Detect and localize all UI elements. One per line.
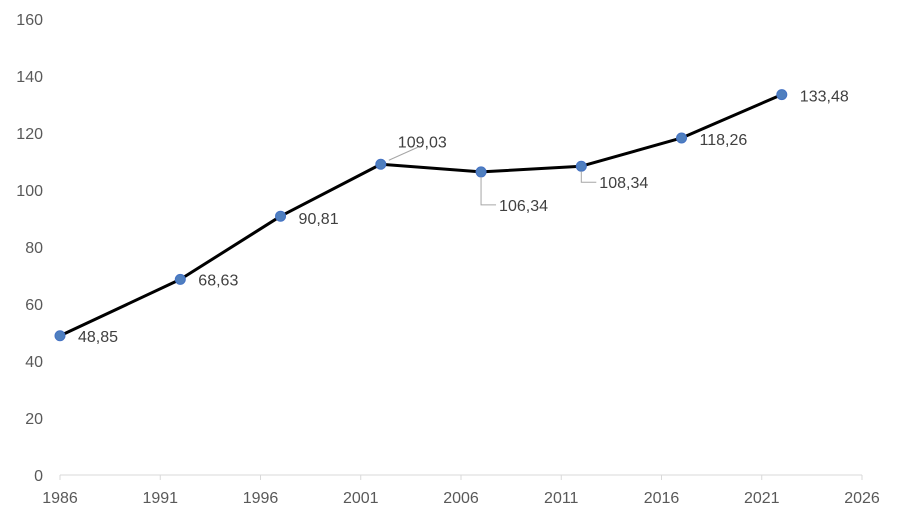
- data-label: 133,48: [800, 89, 849, 106]
- x-axis: 1986 1991 1996 2001 2006 2011 2016 2021 2026: [42, 474, 880, 507]
- y-tick-label: 140: [16, 69, 43, 86]
- series-line: [59, 93, 783, 338]
- data-label: 118,26: [700, 132, 748, 149]
- y-tick-label: 80: [25, 240, 43, 257]
- y-tick-label: 20: [25, 411, 43, 428]
- label-leader-line: [388, 146, 419, 161]
- data-point: [475, 166, 487, 178]
- x-tick-label: 2001: [343, 490, 379, 507]
- x-tick-label: 2026: [844, 490, 880, 507]
- y-axis-ticks: 0 20 40 60 80 100 120 140 160: [16, 12, 43, 485]
- x-tick-label: 2021: [744, 490, 780, 507]
- data-labels: 48,85 68,63 90,81 109,03 106,34 108,34 118,26 1…: [78, 89, 849, 346]
- x-tick-label: 2011: [544, 490, 579, 507]
- x-tick-label: 2006: [443, 490, 479, 507]
- label-leader-line: [580, 171, 597, 183]
- data-point: [676, 132, 688, 144]
- data-point: [275, 210, 287, 222]
- series-group: [54, 89, 788, 342]
- y-tick-label: 0: [34, 468, 43, 485]
- x-tick-label: 1991: [142, 490, 178, 507]
- data-point: [174, 273, 186, 285]
- x-tick-label: 2016: [644, 490, 680, 507]
- data-point: [54, 330, 66, 342]
- data-label: 48,85: [78, 329, 118, 346]
- y-tick-label: 120: [16, 126, 43, 143]
- y-tick-label: 160: [16, 12, 43, 29]
- data-point: [575, 160, 587, 172]
- y-tick-label: 100: [16, 183, 43, 200]
- data-label: 90,81: [299, 211, 339, 228]
- y-tick-label: 60: [25, 297, 43, 314]
- x-tick-label: 1986: [42, 490, 78, 507]
- label-leader-line: [480, 176, 497, 206]
- data-label: 109,03: [398, 134, 447, 151]
- data-label: 108,34: [599, 175, 648, 192]
- x-tick-label: 1996: [243, 490, 279, 507]
- y-tick-label: 40: [25, 354, 43, 371]
- data-point: [375, 158, 387, 170]
- data-label: 106,34: [499, 198, 548, 215]
- data-label: 68,63: [198, 272, 238, 289]
- data-point: [776, 89, 788, 101]
